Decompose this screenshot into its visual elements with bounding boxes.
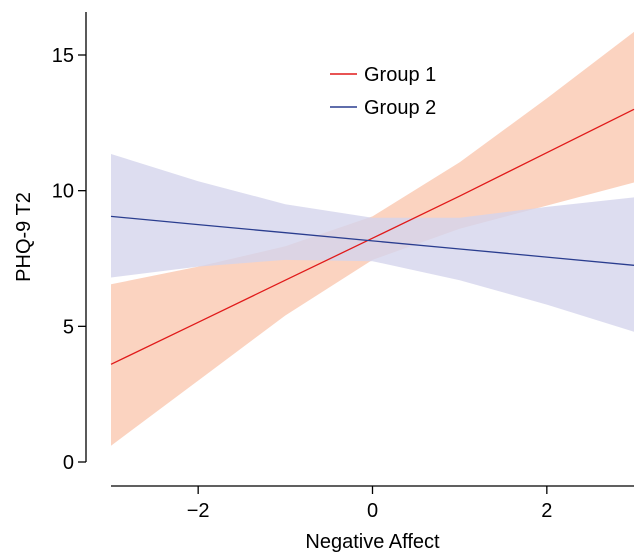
x-tick-label: 0 xyxy=(367,500,378,522)
series-lines xyxy=(110,108,635,365)
x-axis-ticks: −2 0 2 xyxy=(187,486,552,522)
y-tick-label: 15 xyxy=(52,45,74,67)
x-tick-label: −2 xyxy=(187,500,210,522)
legend: Group 1 Group 2 xyxy=(330,64,436,119)
y-tick-label: 10 xyxy=(52,181,74,203)
y-tick-label: 5 xyxy=(63,316,74,338)
axes: 0 5 10 15 −2 0 2 Negative Affect PHQ-9 T2 xyxy=(13,12,634,552)
x-axis-title: Negative Affect xyxy=(305,531,440,552)
x-tick-label: 2 xyxy=(541,500,552,522)
y-axis-ticks: 0 5 10 15 xyxy=(52,45,86,474)
legend-label-1: Group 1 xyxy=(364,64,436,86)
confidence-band-2 xyxy=(111,154,634,332)
y-axis-title: PHQ-9 T2 xyxy=(13,192,35,282)
y-tick-label: 0 xyxy=(63,452,74,474)
series-line-1 xyxy=(110,108,635,365)
legend-label-2: Group 2 xyxy=(364,97,436,119)
series-line-2 xyxy=(110,215,635,266)
